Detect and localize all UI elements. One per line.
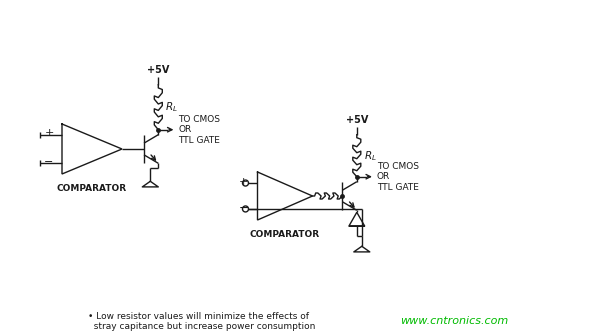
- Text: COMPARATOR: COMPARATOR: [57, 184, 127, 193]
- Text: −: −: [238, 201, 249, 214]
- Text: −: −: [44, 157, 54, 167]
- Text: stray capitance but increase power consumption: stray capitance but increase power consu…: [88, 322, 316, 331]
- Text: +5V: +5V: [346, 115, 368, 125]
- Text: TO CMOS
OR
TTL GATE: TO CMOS OR TTL GATE: [178, 115, 220, 145]
- Text: • Low resistor values will minimize the effects of: • Low resistor values will minimize the …: [88, 312, 309, 321]
- Text: $R_L$: $R_L$: [364, 149, 376, 163]
- Text: $R_L$: $R_L$: [165, 100, 178, 114]
- Text: +: +: [44, 128, 54, 138]
- Text: COMPARATOR: COMPARATOR: [250, 230, 320, 239]
- Text: +5V: +5V: [147, 65, 169, 75]
- Text: TO CMOS
OR
TTL GATE: TO CMOS OR TTL GATE: [377, 162, 419, 192]
- Text: +: +: [239, 177, 248, 187]
- Text: www.cntronics.com: www.cntronics.com: [400, 316, 508, 326]
